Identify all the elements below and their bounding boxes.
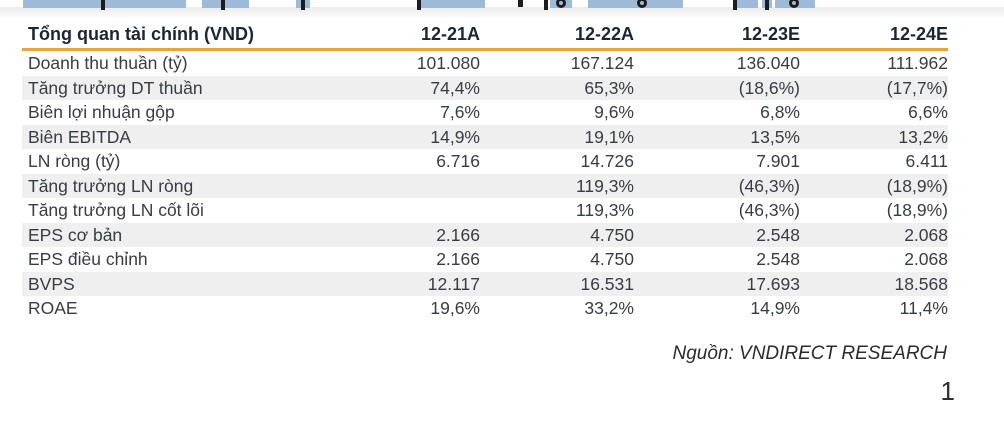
row-label: Tăng trưởng LN cốt lõi — [28, 200, 204, 220]
remnant-highlight-bar — [419, 0, 485, 8]
table-row: EPS cơ bản 2.166 4.750 2.548 2.068 — [22, 222, 948, 247]
cell-value: 6,8% — [760, 102, 800, 122]
cell-value: 2.166 — [436, 224, 480, 245]
table-row: ROAE 19,6% 33,2% 14,9% 11,4% — [22, 296, 948, 321]
column-header-12-21A: 12-21A — [322, 22, 480, 51]
column-header-12-24E: 12-24E — [800, 22, 948, 51]
cell-value: 2.548 — [756, 224, 800, 245]
financial-overview-table: Tổng quan tài chính (VND) 12-21A 12-22A … — [22, 22, 948, 321]
cell-value: 13,2% — [898, 126, 948, 147]
remnant-text-fragment — [518, 0, 523, 7]
cell-value: 4.750 — [590, 249, 634, 269]
row-label: Tăng trưởng DT thuần — [28, 77, 203, 98]
cell-value: 19,6% — [430, 298, 480, 318]
cell-value: 136.040 — [736, 53, 800, 73]
remnant-text-fragment — [789, 0, 799, 8]
cell-value: (46,3%) — [738, 175, 800, 196]
remnant-text-fragment — [101, 0, 105, 10]
cell-value: 119,3% — [575, 175, 634, 196]
cell-value: 14,9% — [750, 298, 800, 318]
cell-value: 12.117 — [427, 273, 480, 294]
cell-value: 16.531 — [580, 273, 634, 294]
cell-value: 7,6% — [440, 102, 480, 122]
remnant-highlight-bar — [588, 0, 683, 8]
row-label: EPS điều chỉnh — [28, 249, 148, 269]
row-label: Doanh thu thuần (tỷ) — [28, 53, 188, 73]
cell-value: (18,6%) — [738, 77, 800, 98]
cell-value — [322, 198, 480, 223]
remnant-highlight-bar — [737, 0, 758, 8]
cell-value: 7.901 — [756, 151, 800, 171]
cell-value: 65,3% — [584, 77, 634, 98]
cell-value: (18,9%) — [886, 200, 948, 220]
column-header-12-22A: 12-22A — [480, 22, 634, 51]
table-row: EPS điều chỉnh 2.166 4.750 2.548 2.068 — [22, 247, 948, 272]
cell-value: 101.080 — [416, 53, 480, 73]
cell-value: 167.124 — [570, 53, 634, 73]
cell-value: (17,7%) — [886, 77, 948, 98]
remnant-highlight-bar — [202, 0, 249, 8]
row-label: LN ròng (tỷ) — [28, 151, 121, 171]
cell-value: 11,4% — [899, 298, 948, 318]
cell-value: 14.726 — [580, 151, 634, 171]
cell-value: 111.962 — [887, 53, 948, 73]
remnant-text-fragment — [733, 0, 737, 10]
remnant-text-fragment — [556, 0, 566, 8]
row-label: Biên lợi nhuận gộp — [28, 102, 175, 122]
table-row: Tăng trưởng LN cốt lõi 119,3% (46,3%) (1… — [22, 198, 948, 223]
table-row: Biên lợi nhuận gộp 7,6% 9,6% 6,8% 6,6% — [22, 100, 948, 125]
cell-value: 9,6% — [594, 102, 634, 122]
remnant-text-fragment — [417, 0, 421, 10]
cell-value: 19,1% — [584, 126, 634, 147]
source-note: Nguồn: VNDIRECT RESEARCH — [672, 343, 947, 364]
cell-value: 119,3% — [575, 200, 634, 220]
row-label: Tăng trưởng LN ròng — [28, 175, 194, 196]
table-title: Tổng quan tài chính (VND) — [22, 22, 322, 51]
remnant-text-fragment — [544, 0, 548, 10]
table-row: BVPS 12.117 16.531 17.693 18.568 — [22, 271, 948, 296]
column-header-12-23E: 12-23E — [634, 22, 800, 51]
cell-value: 14,9% — [430, 126, 480, 147]
cell-value: 6,6% — [908, 102, 948, 122]
cell-value: (46,3%) — [738, 200, 800, 220]
table-header-row: Tổng quan tài chính (VND) 12-21A 12-22A … — [22, 22, 948, 51]
page-number: 1 — [940, 376, 955, 406]
table-row: Tăng trưởng DT thuần 74,4% 65,3% (18,6%)… — [22, 75, 948, 100]
remnant-text-fragment — [301, 0, 305, 10]
table-row: Doanh thu thuần (tỷ) 101.080 167.124 136… — [22, 50, 948, 76]
table-row: LN ròng (tỷ) 6.716 14.726 7.901 6.411 — [22, 149, 948, 174]
cell-value: 6.411 — [905, 151, 949, 171]
cell-value: 13,5% — [750, 126, 800, 147]
remnant-text-fragment — [765, 0, 769, 10]
cell-value: 6.716 — [436, 151, 480, 171]
row-label: ROAE — [28, 298, 78, 318]
cell-value: 2.548 — [756, 249, 800, 269]
cell-value: 2.166 — [436, 249, 480, 269]
remnant-text-fragment — [221, 0, 225, 10]
cell-value: 2.068 — [904, 249, 948, 269]
cell-value: 17.693 — [746, 273, 800, 294]
cropped-content-remnant — [0, 0, 1004, 12]
row-label: BVPS — [28, 273, 75, 294]
cell-value: 74,4% — [430, 77, 480, 98]
row-label: EPS cơ bản — [28, 224, 123, 245]
cell-value: (18,9%) — [886, 175, 948, 196]
table-row: Biên EBITDA 14,9% 19,1% 13,5% 13,2% — [22, 124, 948, 149]
remnant-text-fragment — [637, 0, 647, 8]
row-label: Biên EBITDA — [28, 126, 132, 147]
cell-value: 33,2% — [584, 298, 634, 318]
cell-value: 18.568 — [894, 273, 948, 294]
cell-value: 2.068 — [904, 224, 948, 245]
cell-value: 4.750 — [590, 224, 634, 245]
table-row: Tăng trưởng LN ròng 119,3% (46,3%) (18,9… — [22, 173, 948, 199]
cell-value — [322, 174, 480, 199]
